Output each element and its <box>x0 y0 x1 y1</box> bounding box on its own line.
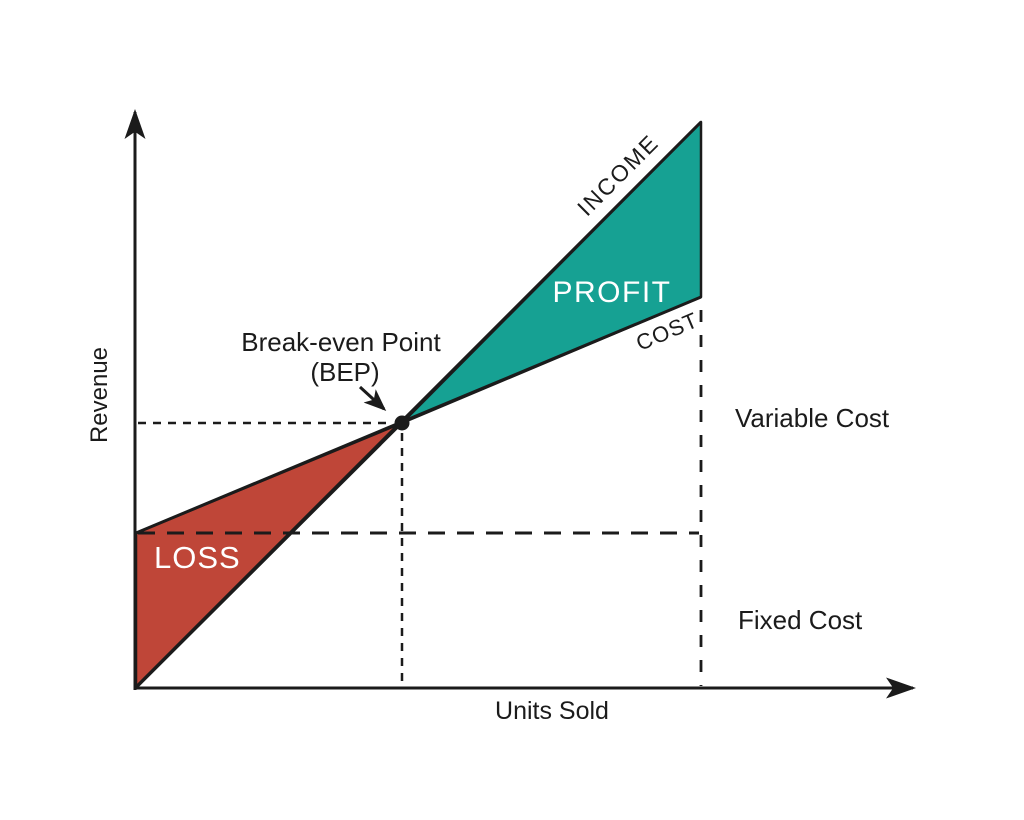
bep-point-marker <box>394 415 410 431</box>
profit-region-label: PROFIT <box>553 276 672 309</box>
bep-label-line2: (BEP) <box>310 357 379 387</box>
cost-line <box>135 295 702 535</box>
income-line <box>133 120 703 690</box>
bep-label-line1: Break-even Point <box>241 327 441 357</box>
bep-annotation-arrow <box>358 385 387 412</box>
x-axis-label: Units Sold <box>495 697 609 725</box>
loss-region-label: LOSS <box>154 540 241 575</box>
fixed-cost-label: Fixed Cost <box>738 605 863 635</box>
y-axis-label: Revenue <box>86 347 113 443</box>
variable-cost-label: Variable Cost <box>735 403 890 433</box>
